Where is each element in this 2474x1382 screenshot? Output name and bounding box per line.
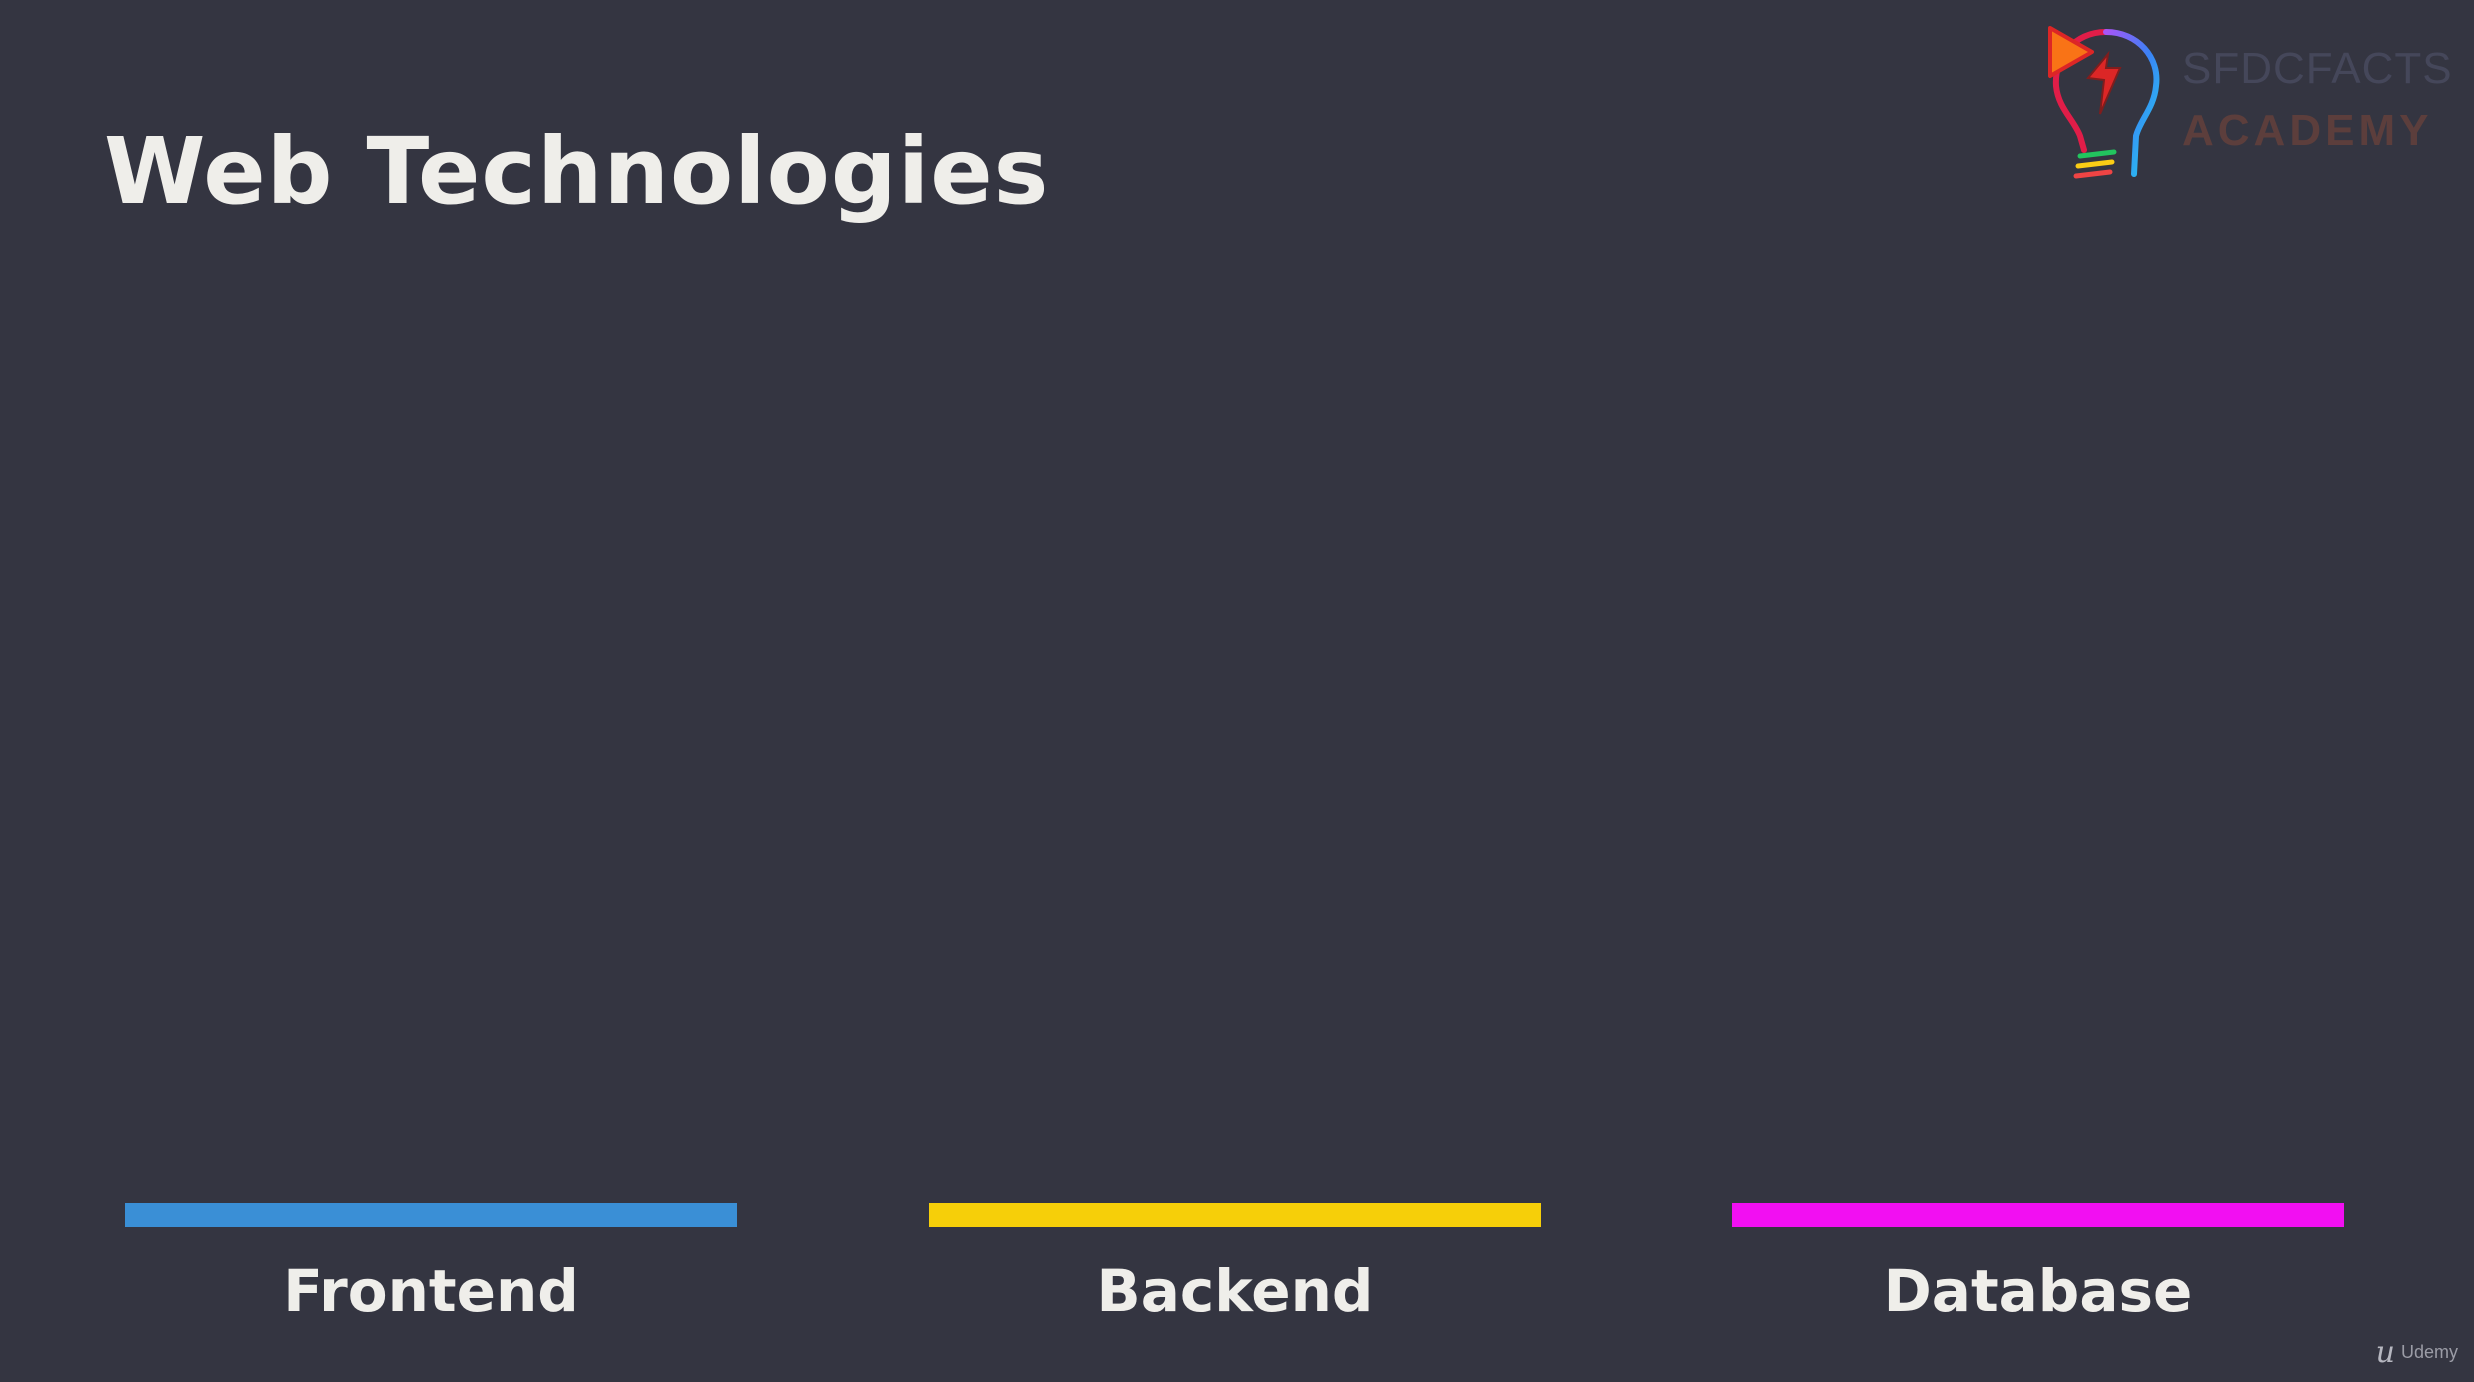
- brand-logo: SFDCFACTS ACADEMY: [2044, 24, 2452, 184]
- slide-title: Web Technologies: [104, 118, 1050, 225]
- backend-label: Backend: [1096, 1257, 1374, 1325]
- frontend-label: Frontend: [283, 1257, 579, 1325]
- logo-wordmark-bottom: ACADEMY: [2182, 106, 2433, 155]
- udemy-watermark: u Udemy: [2376, 1335, 2458, 1370]
- udemy-watermark-text: Udemy: [2400, 1342, 2458, 1362]
- play-icon: [2048, 26, 2094, 78]
- database-color-bar: [1732, 1203, 2344, 1227]
- logo-wordmark-top: SFDCFACTS: [2182, 44, 2453, 93]
- backend-color-bar: [929, 1203, 1541, 1227]
- database-label: Database: [1883, 1257, 2193, 1325]
- frontend-color-bar: [125, 1203, 737, 1227]
- lightbulb-icon: [2052, 29, 2160, 179]
- udemy-logo-icon: u: [2375, 1335, 2395, 1370]
- column-database: Database: [1732, 1203, 2344, 1333]
- column-backend: Backend: [929, 1203, 1541, 1333]
- column-frontend: Frontend: [125, 1203, 737, 1333]
